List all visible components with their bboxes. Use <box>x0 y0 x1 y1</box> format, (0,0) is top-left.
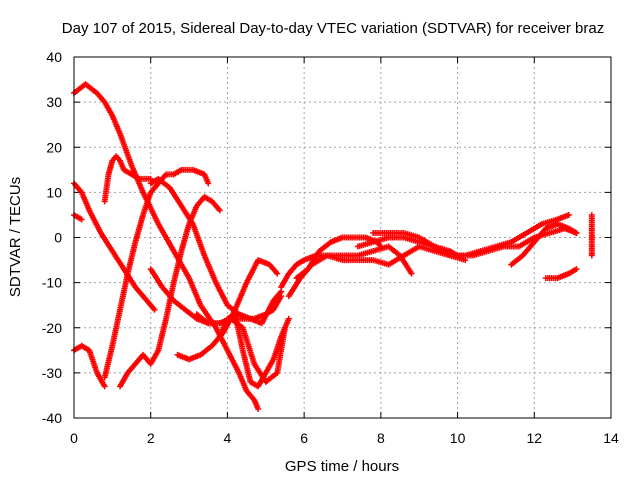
data-point <box>408 270 415 277</box>
y-tick-label: 10 <box>46 184 62 200</box>
data-series <box>588 211 595 259</box>
x-tick-label: 6 <box>300 430 308 446</box>
x-tick-label: 2 <box>147 430 155 446</box>
data-series <box>542 266 580 282</box>
plot-frame <box>73 56 612 419</box>
y-tick-label: -30 <box>42 365 62 381</box>
data-series <box>508 220 580 268</box>
x-tick-label: 4 <box>224 430 232 446</box>
data-series <box>71 180 158 313</box>
data-point <box>216 207 223 214</box>
data-series <box>216 311 292 390</box>
x-axis-label: GPS time / hours <box>285 458 399 475</box>
data-series <box>71 81 262 412</box>
data-series <box>293 234 384 282</box>
data-points <box>71 81 595 412</box>
data-point <box>274 270 281 277</box>
chart-title: Day 107 of 2015, Sidereal Day-to-day VTE… <box>62 20 604 37</box>
data-point <box>377 243 384 250</box>
data-point <box>255 405 262 412</box>
data-series <box>101 166 212 381</box>
x-tick-label: 12 <box>526 430 542 446</box>
data-series <box>147 175 285 327</box>
data-point <box>151 306 158 313</box>
data-point <box>101 383 108 390</box>
x-tick-label: 10 <box>450 430 466 446</box>
y-tick-label: 30 <box>46 94 62 110</box>
data-series <box>101 153 154 205</box>
data-point <box>278 293 285 300</box>
data-point <box>573 266 580 273</box>
data-point <box>588 252 595 259</box>
data-point <box>205 180 212 187</box>
y-tick-label: -10 <box>42 275 62 291</box>
x-tick-label: 0 <box>70 430 78 446</box>
data-series <box>117 193 223 390</box>
y-axis-label: SDTVAR / TECUs <box>7 177 24 297</box>
data-series <box>71 211 85 223</box>
x-tick-label: 8 <box>377 430 385 446</box>
y-tick-label: -40 <box>42 410 62 426</box>
data-point <box>565 211 572 218</box>
y-tick-label: 20 <box>46 139 62 155</box>
y-tick-label: 0 <box>54 230 62 246</box>
data-point <box>285 315 292 322</box>
axis-ticks: 0 2 4 6 8 10 12 14 -40 -30 -20 -10 0 10 20 30 40 <box>42 49 619 446</box>
data-series <box>370 211 572 259</box>
data-point <box>573 229 580 236</box>
y-tick-label: -20 <box>42 320 62 336</box>
data-point <box>78 216 85 223</box>
data-series <box>71 342 108 390</box>
y-tick-label: 40 <box>46 49 62 65</box>
x-tick-label: 14 <box>603 430 619 446</box>
